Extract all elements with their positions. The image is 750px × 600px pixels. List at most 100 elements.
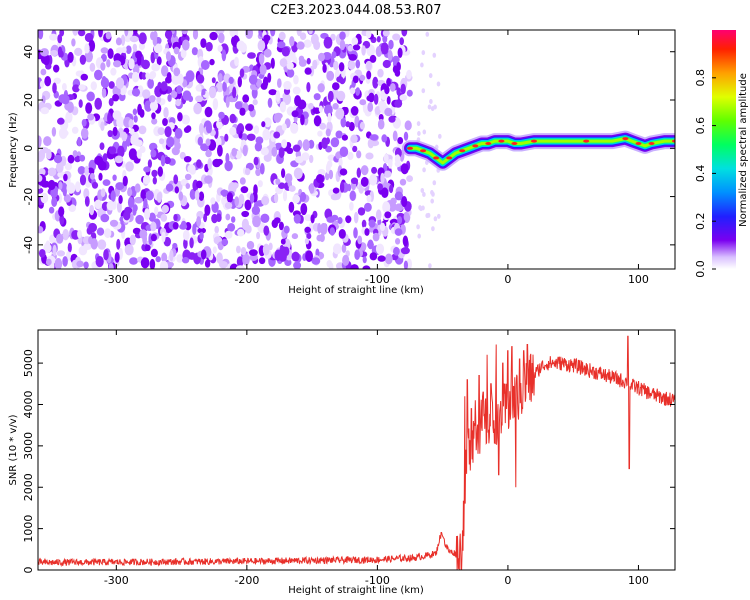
- noise-cell: [67, 51, 74, 63]
- noise-cell: [77, 30, 86, 37]
- x-tick-label: -100: [365, 574, 390, 587]
- noise-cell: [342, 254, 350, 266]
- noise-cell: [215, 213, 222, 222]
- noise-cell: [352, 75, 359, 84]
- noise-cell: [319, 122, 327, 130]
- noise-cell: [192, 223, 197, 235]
- noise-cell: [375, 243, 385, 255]
- noise-cell: [195, 95, 204, 103]
- noise-cell: [81, 119, 87, 127]
- noise-cell: [339, 181, 345, 193]
- noise-cell: [52, 244, 57, 257]
- noise-cell: [152, 176, 157, 185]
- noise-cell: [399, 37, 405, 46]
- noise-cell: [169, 249, 174, 262]
- noise-cell: [213, 127, 219, 139]
- noise-cell: [305, 250, 313, 262]
- noise-cell: [388, 115, 396, 123]
- noise-cell: [174, 186, 179, 194]
- noise-cell: [234, 101, 243, 110]
- noise-cell: [388, 39, 394, 50]
- noise-cell: [235, 265, 245, 269]
- noise-cell: [187, 164, 196, 174]
- noise-cell: [77, 136, 82, 147]
- noise-cell: [151, 118, 158, 125]
- ridge-peak: [472, 144, 479, 148]
- noise-cell: [150, 221, 157, 232]
- noise-cell: [267, 97, 273, 108]
- noise-cell: [364, 202, 372, 212]
- noise-cell: [293, 167, 303, 179]
- noise-cell: [292, 86, 301, 95]
- noise-cell: [296, 41, 305, 50]
- noise-cell: [183, 238, 188, 250]
- noise-cell: [229, 30, 236, 37]
- noise-cell: [336, 76, 344, 83]
- noise-cell: [299, 32, 307, 40]
- noise-cell: [148, 95, 156, 103]
- noise-cell: [221, 49, 227, 62]
- noise-cell: [335, 107, 345, 120]
- noise-cell: [209, 31, 218, 41]
- noise-cell: [386, 96, 391, 105]
- noise-cell: [78, 245, 88, 256]
- noise-cell: [281, 168, 286, 179]
- noise-cell: [49, 33, 58, 41]
- noise-cell: [151, 112, 156, 120]
- noise-cell: [262, 128, 271, 141]
- noise-cell: [176, 85, 183, 94]
- noise-cell: [352, 44, 361, 51]
- noise-cell: [48, 206, 55, 214]
- noise-cell: [88, 222, 97, 233]
- noise-cell: [94, 155, 104, 166]
- top-x-ticks: -300 -200 -100 0 100: [104, 30, 649, 286]
- bottom-x-ticks: -300 -200 -100 0 100: [104, 330, 649, 587]
- x-tick-label: -100: [365, 273, 390, 286]
- noise-cell: [84, 50, 94, 63]
- noise-cell: [274, 112, 283, 120]
- noise-cell: [78, 84, 86, 91]
- noise-cell: [151, 169, 158, 178]
- noise-cell: [364, 228, 370, 236]
- noise-cell: [354, 249, 361, 260]
- noise-cell: [220, 189, 229, 196]
- noise-cell: [394, 203, 404, 212]
- noise-cell: [195, 84, 202, 92]
- noise-cell: [437, 213, 441, 219]
- noise-cell: [174, 127, 183, 139]
- noise-cell: [401, 30, 408, 37]
- noise-cell: [401, 196, 408, 208]
- noise-cell: [306, 233, 312, 240]
- noise-cell: [304, 226, 312, 233]
- noise-cell: [298, 55, 305, 63]
- noise-cell: [38, 174, 43, 182]
- noise-cell: [194, 189, 200, 201]
- noise-cell: [192, 30, 199, 40]
- noise-cell: [333, 243, 342, 255]
- noise-cell: [384, 253, 393, 265]
- noise-cell: [308, 139, 315, 149]
- noise-cell: [134, 196, 143, 204]
- noise-cell: [172, 222, 179, 230]
- noise-cell: [229, 82, 234, 93]
- noise-cell: [347, 60, 356, 70]
- noise-cell: [303, 39, 312, 48]
- noise-cell: [172, 242, 178, 249]
- ridge-peak: [485, 142, 492, 145]
- noise-cell: [359, 74, 366, 81]
- noise-cell: [57, 117, 65, 125]
- noise-cell: [89, 204, 95, 216]
- noise-cell: [128, 58, 135, 70]
- noise-cell: [128, 119, 134, 129]
- noise-cell: [40, 192, 49, 204]
- noise-cell: [244, 199, 252, 211]
- noise-cell: [387, 158, 393, 169]
- noise-cell: [316, 174, 324, 184]
- noise-cell: [197, 136, 203, 146]
- noise-cell: [183, 156, 192, 163]
- noise-cell: [133, 30, 138, 35]
- noise-cell: [185, 183, 191, 189]
- noise-cell: [260, 213, 270, 223]
- noise-cell: [125, 135, 131, 147]
